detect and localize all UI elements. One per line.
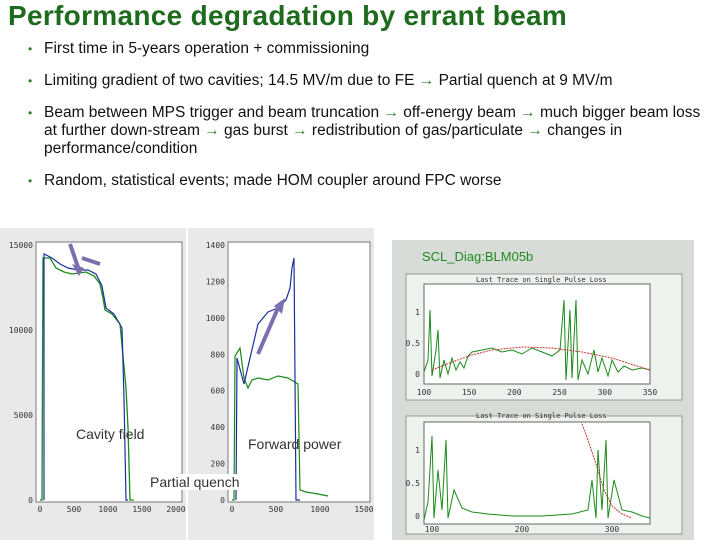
y-tick-label: 0.5 — [406, 339, 421, 348]
x-tick-label: 150 — [462, 388, 477, 397]
annotation-arrow-3 — [256, 307, 280, 355]
y-tick-label: 200 — [211, 460, 226, 469]
bullet-text: Random, statistical events; made HOM cou… — [44, 172, 502, 189]
y-tick-label: 1000 — [206, 314, 225, 323]
slide-title: Performance degradation by errant beam — [8, 0, 568, 31]
bullet-item: • Limiting gradient of two cavities; 14.5… — [28, 72, 708, 90]
bullet-text: off-energy beam — [398, 104, 521, 121]
cavity-field-plot: 15000 10000 5000 0 0 500 1000 1500 2000 Cavity … — [0, 228, 186, 540]
blm-top-caption: Last Trace on Single Pulse Loss — [476, 276, 607, 284]
y-tick-label: 1 — [415, 446, 420, 455]
x-tick-label: 2000 — [166, 505, 185, 514]
y-tick-label: 0.5 — [406, 479, 421, 488]
blm-diag-panel: 1 0.5 0 100 150 200 250 300 350 1 0.5 0 100 200 300… — [392, 240, 694, 540]
y-tick-label: 600 — [211, 387, 226, 396]
x-tick-label: 200 — [515, 525, 530, 534]
bullet-text: redistribution of gas/particulate — [307, 122, 528, 139]
x-tick-label: 250 — [552, 388, 567, 397]
bullet-item: • First time in 5-years operation + commi… — [28, 40, 708, 58]
x-tick-label: 500 — [269, 505, 284, 514]
cavity-field-label: Cavity field — [76, 426, 145, 442]
bullet-text: Partial quench at 9 MV/m — [434, 72, 613, 89]
bullet-dot: • — [28, 74, 33, 88]
arrow-icon: → — [204, 122, 220, 139]
bullet-item: • Random, statistical events; made HOM co… — [28, 172, 708, 190]
arrow-icon: → — [520, 104, 536, 121]
y-tick-label: 800 — [211, 350, 226, 359]
arrow-icon: → — [292, 122, 308, 139]
blm-top-fit — [431, 346, 651, 371]
bullet-list: • First time in 5-years operation + commi… — [28, 40, 708, 204]
partial-quench-label: Partial quench — [148, 474, 242, 490]
y-tick-label: 1 — [415, 308, 420, 317]
bullet-dot: • — [28, 42, 33, 56]
bullet-text: much bigger beam loss at further down-st… — [44, 104, 701, 139]
annotation-arrow-1-head — [72, 264, 84, 276]
y-tick-label: 15000 — [9, 241, 33, 250]
y-tick-label: 1200 — [206, 277, 225, 286]
y-tick-label: 0 — [415, 370, 420, 379]
blm-bottom-caption: Last Trace on Single Pulse Loss — [476, 412, 607, 420]
x-tick-label: 100 — [417, 388, 432, 397]
y-tick-label: 400 — [211, 423, 226, 432]
forward-power-plot: 1400 1200 1000 800 600 400 200 0 0 500 1000 1500 F… — [188, 228, 374, 540]
x-tick-label: 350 — [643, 388, 658, 397]
arrow-icon: → — [383, 104, 399, 121]
x-tick-label: 0 — [230, 505, 235, 514]
cavity-field-trace — [40, 257, 134, 501]
y-tick-label: 0 — [28, 496, 33, 505]
annotation-arrow-2 — [81, 256, 101, 266]
arrow-icon: → — [418, 72, 435, 89]
bullet-item: • Beam between MPS trigger and beam trunc… — [28, 104, 708, 158]
forward-power-svg: 1400 1200 1000 800 600 400 200 0 0 500 1000 1500 — [188, 228, 374, 540]
y-tick-label: 0 — [415, 512, 420, 521]
x-tick-label: 0 — [38, 505, 43, 514]
bullet-dot: • — [28, 106, 33, 120]
y-tick-label: 10000 — [9, 326, 33, 335]
x-tick-label: 300 — [598, 388, 613, 397]
x-tick-label: 1500 — [354, 505, 373, 514]
bullet-text: Limiting gradient of two cavities; 14.5 … — [44, 72, 419, 89]
x-tick-label: 300 — [605, 525, 620, 534]
blm-diag-svg: 1 0.5 0 100 150 200 250 300 350 1 0.5 0 100 200 300 — [392, 240, 694, 540]
forward-power-label: Forward power — [248, 436, 342, 452]
blm-bottom-fit — [581, 423, 633, 519]
blm-diag-title: SCL_Diag:BLM05b — [422, 249, 534, 264]
y-tick-label: 1400 — [206, 241, 225, 250]
annotation-arrow-3-head — [274, 298, 285, 314]
blm-bottom-trace — [423, 435, 651, 521]
forward-power-trace-green — [232, 346, 329, 501]
bullet-text: gas burst — [219, 122, 293, 139]
x-tick-label: 100 — [425, 525, 440, 534]
x-tick-label: 1000 — [310, 505, 329, 514]
cavity-field-svg: 15000 10000 5000 0 0 500 1000 1500 2000 — [0, 228, 186, 540]
blm-top-trace — [423, 299, 651, 381]
annotation-arrow-1 — [68, 243, 81, 271]
y-tick-label: 5000 — [14, 411, 33, 420]
x-tick-label: 1500 — [132, 505, 151, 514]
arrow-icon: → — [527, 122, 543, 139]
bullet-text: changes in performance/condition — [44, 122, 623, 157]
x-tick-label: 1000 — [98, 505, 117, 514]
x-tick-label: 200 — [507, 388, 522, 397]
cavity-field-trace-2 — [43, 253, 128, 501]
bullet-dot: • — [28, 174, 33, 188]
y-tick-label: 0 — [220, 496, 225, 505]
bullet-text: Beam between MPS trigger and beam trunca… — [44, 104, 384, 121]
x-tick-label: 500 — [67, 505, 82, 514]
bullet-text: First time in 5-years operation + commis… — [44, 40, 370, 57]
